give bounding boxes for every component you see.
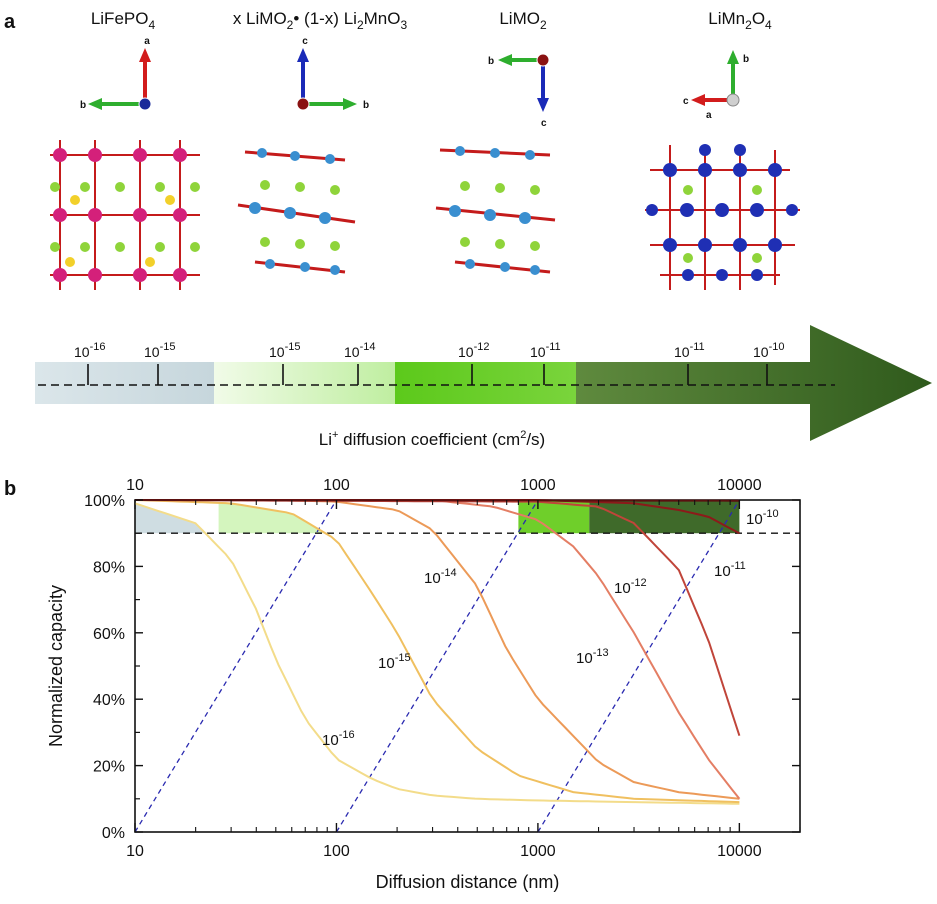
arrow-axis-title: Li+ diffusion coefficient (cm2/s)	[319, 429, 545, 449]
series-label: 10-14	[424, 567, 457, 587]
y-tick-label: 80%	[93, 559, 125, 576]
axis-triad-limo2: b c	[488, 53, 550, 129]
plot-frame	[134, 499, 801, 833]
svg-text:b: b	[80, 100, 86, 111]
series-line	[135, 499, 741, 800]
scale-tick-label: 10-10	[753, 341, 784, 360]
x-axis-title: Diffusion distance (nm)	[376, 872, 560, 892]
scale-tick-label: 10-16	[74, 341, 105, 360]
svg-text:b: b	[363, 100, 369, 111]
diffusion-coefficient-arrow	[35, 325, 932, 441]
reference-dashed-line	[134, 499, 338, 833]
scale-tick-label: 10-11	[674, 341, 705, 360]
top-x-tick-label: 1000	[520, 477, 556, 494]
crystal-structure-lifepo4	[45, 133, 203, 293]
scale-ticks: 10-16 10-15 10-15 10-14 10-12 10-11 10-11 10-10	[74, 341, 784, 385]
top-x-tick-label: 100	[323, 477, 350, 494]
series-line	[134, 499, 740, 804]
arrow-segment-limo2	[395, 362, 577, 404]
series-label: 10-15	[378, 652, 411, 672]
series-label: 10-11	[714, 560, 746, 580]
y-tick-label: 60%	[93, 626, 125, 643]
crystal-structure-limo2	[435, 146, 556, 275]
arrow-segment-lifepo4	[35, 362, 215, 404]
series-label: 10-13	[576, 647, 609, 667]
material-title-li-rich: x LiMO2• (1-x) Li2MnO3	[233, 9, 408, 32]
reference-dashed-line	[335, 499, 539, 833]
svg-text:c: c	[302, 36, 308, 47]
y-tick-label: 100%	[84, 493, 125, 510]
scale-tick-label: 10-11	[530, 341, 561, 360]
y-tick-label: 20%	[93, 759, 125, 776]
svg-text:a: a	[144, 36, 150, 47]
x-tick-label: 1000	[520, 843, 556, 860]
axis-triad-li-rich: c b	[296, 36, 369, 111]
crystal-structure-limn2o4	[645, 144, 800, 290]
axis-triad-lifepo4: a b	[80, 36, 152, 111]
axis-triad-limn2o4: b c a	[683, 50, 749, 121]
y-tick-label: 0%	[102, 825, 125, 842]
crystal-structure-li-rich	[237, 148, 356, 275]
shaded-region	[518, 500, 590, 534]
series-line	[135, 499, 740, 800]
svg-text:b: b	[488, 56, 494, 67]
x-tick-label: 10000	[717, 843, 762, 860]
shaded-region	[589, 500, 740, 534]
series-line	[134, 502, 740, 805]
reference-dashed-line	[537, 499, 740, 833]
material-title-limn2o4: LiMn2O4	[708, 9, 772, 32]
top-x-tick-label: 10	[126, 477, 144, 494]
y-tick-label: 40%	[93, 692, 125, 709]
x-tick-label: 100	[323, 843, 350, 860]
y-axis-title: Normalized capacity	[46, 585, 66, 747]
shaded-region	[218, 502, 398, 534]
scale-tick-label: 10-12	[458, 341, 489, 360]
top-x-tick-label: 10000	[717, 477, 762, 494]
series-label: 10-16	[322, 729, 355, 749]
scale-tick-label: 10-14	[344, 341, 375, 360]
arrow-segment-li-rich	[214, 362, 396, 404]
svg-text:b: b	[743, 54, 749, 65]
svg-text:c: c	[541, 118, 547, 129]
arrow-segment-limn2o4	[576, 325, 932, 441]
scale-tick-label: 10-15	[144, 341, 175, 360]
scale-tick-label: 10-15	[269, 341, 300, 360]
panel-b-label: b	[4, 478, 16, 500]
material-title-limo2: LiMO2	[499, 9, 547, 32]
series-label: 10-12	[614, 577, 647, 597]
series-label: 10-10	[746, 508, 779, 528]
panel-a-label: a	[4, 11, 16, 33]
capacity-chart: 0%20%40%60%80%100%1010100100100010001000…	[46, 477, 801, 892]
svg-text:c: c	[683, 96, 689, 107]
material-title-lifepo4: LiFePO4	[91, 9, 156, 32]
x-tick-label: 10	[126, 843, 144, 860]
svg-text:a: a	[706, 110, 712, 121]
series-line	[135, 499, 740, 502]
